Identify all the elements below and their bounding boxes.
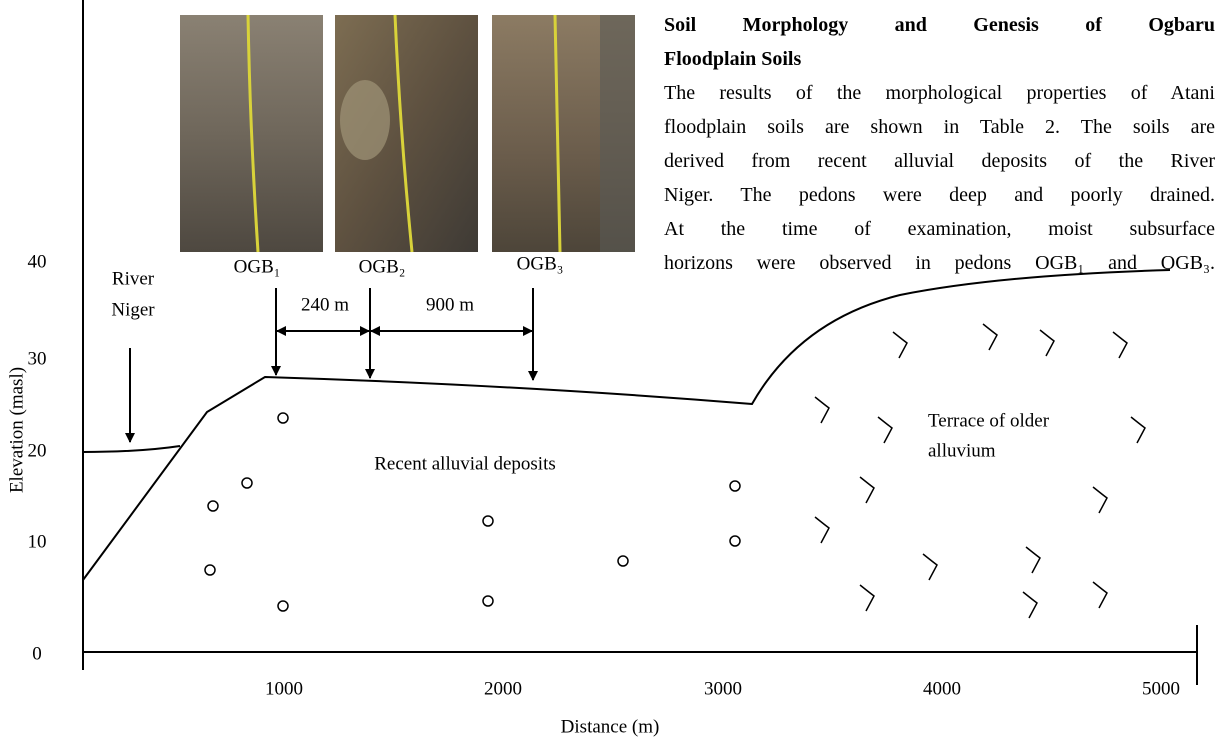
land-surface (82, 269, 1171, 581)
photo (335, 14, 478, 253)
chevron (1025, 546, 1041, 574)
text-line: horizons were observed in pedons OGB₁ an… (664, 252, 1215, 274)
river-label: River (112, 268, 155, 289)
chevron (814, 396, 830, 424)
x-tick-label: 5000 (1142, 678, 1180, 699)
chevron (1092, 581, 1108, 609)
pedon-label: OGB₁ (234, 256, 281, 277)
zone-label: alluvium (928, 440, 996, 461)
pebble (207, 500, 219, 512)
pebble (204, 564, 216, 576)
chevron (1022, 591, 1038, 619)
pebble (241, 477, 253, 489)
pebble (277, 600, 289, 612)
chevron (1130, 416, 1146, 444)
text-line: floodplain soils are shown in Table 2. T… (664, 116, 1215, 138)
distance-label: 900 m (426, 294, 474, 315)
y-tick-label: 0 (32, 643, 42, 664)
photo (492, 14, 635, 253)
paragraph: Soil Morphology and Genesis of Ogbaru Fl… (664, 8, 1215, 280)
x-tick-label: 1000 (265, 678, 303, 699)
pedon-label: OGB₃ (517, 253, 564, 274)
pebble (482, 515, 494, 527)
deposit-symbols (204, 323, 1146, 619)
pebble (277, 412, 289, 424)
chevron (814, 516, 830, 544)
river-label: Niger (111, 299, 155, 320)
chevron (982, 323, 998, 351)
y-tick-label: 30 (28, 348, 47, 369)
pebble (617, 555, 629, 567)
zone-label: Terrace of older (928, 410, 1050, 431)
chevron (1092, 486, 1108, 514)
chevron (892, 331, 908, 359)
pebble (482, 595, 494, 607)
text-line: Niger. The pedons were deep and poorly d… (664, 184, 1215, 206)
y-tick-label: 20 (28, 440, 47, 461)
x-tick-label: 2000 (484, 678, 522, 699)
chevron (859, 476, 875, 504)
y-tick-label: 40 (28, 251, 47, 272)
x-axis-label: Distance (m) (561, 716, 660, 737)
x-tick-label: 4000 (923, 678, 961, 699)
x-tick-label: 3000 (704, 678, 742, 699)
zone-label: Recent alluvial deposits (374, 453, 556, 474)
y-tick-label: 10 (28, 531, 47, 552)
chevron (859, 584, 875, 612)
photo (180, 14, 323, 253)
y-axis-label: Elevation (masl) (6, 367, 27, 493)
chevron (922, 553, 938, 581)
chevron (1112, 331, 1128, 359)
chevron (877, 416, 893, 444)
text-line: At the time of examination, moist subsur… (664, 218, 1215, 240)
river-surface (82, 445, 181, 453)
pebble (729, 480, 741, 492)
pebble (729, 535, 741, 547)
text-line: derived from recent alluvial deposits of… (664, 150, 1215, 172)
heading-line: Soil Morphology and Genesis of Ogbaru (664, 14, 1215, 36)
pedon-label: OGB₂ (359, 256, 406, 277)
heading-line: Floodplain Soils (664, 48, 802, 70)
chevron (1039, 329, 1055, 357)
text-line: The results of the morphological propert… (664, 82, 1215, 104)
distance-label: 240 m (301, 294, 349, 315)
